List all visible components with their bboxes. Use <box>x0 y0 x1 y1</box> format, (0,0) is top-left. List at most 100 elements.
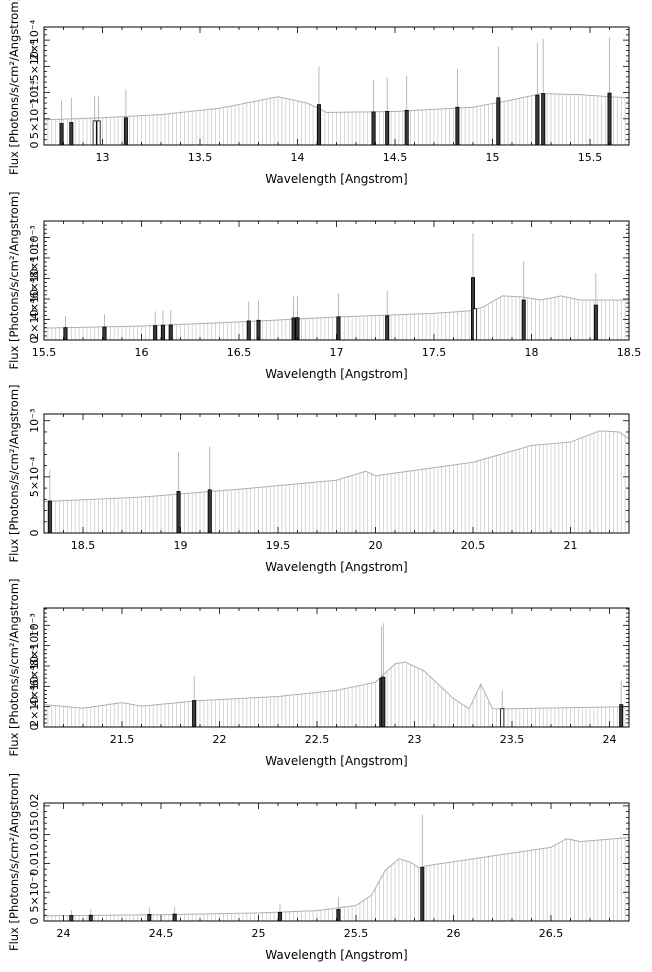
emission-line <box>92 96 97 146</box>
line-bar <box>96 120 101 146</box>
emission-line <box>168 310 173 341</box>
x-tick-label: 21.5 <box>110 733 135 746</box>
y-tick-label: 2×10⁻⁴ <box>28 686 41 727</box>
continuum-envelope <box>43 430 630 503</box>
x-axis-ticks <box>43 608 630 727</box>
continuum-hatching <box>43 662 630 727</box>
x-tick-label: 18.5 <box>617 346 642 359</box>
x-tick-label: 26 <box>447 927 461 940</box>
emission-line <box>455 68 460 146</box>
emission-line <box>96 96 101 146</box>
emission-line <box>88 908 93 922</box>
emission-line <box>385 77 390 146</box>
y-tick-label: 6×10⁻⁴ <box>28 645 41 686</box>
line-bar <box>619 704 624 728</box>
y-tick-label: 2×10⁻⁴ <box>28 299 41 340</box>
emission-line <box>102 314 107 341</box>
continuum-hatching <box>43 93 630 145</box>
x-axis-label: Wavelength [Angstrom] <box>265 754 407 768</box>
x-tick-label: 26.5 <box>539 927 564 940</box>
x-axis-label: Wavelength [Angstrom] <box>265 172 407 186</box>
x-tick-label: 20 <box>369 539 383 552</box>
y-tick-label: 0 <box>28 142 41 149</box>
spectrum-panel-4: 21.5 22 22.5 23 23.5 24 02×10⁻⁴4×10⁻⁴6×10⁻⁴8×1… <box>7 578 630 768</box>
emission-line <box>496 46 501 146</box>
y-tick-label: 0 <box>28 724 41 731</box>
y-axis-label: Flux [Photons/s/cm²/Angstrom] <box>7 773 21 951</box>
line-bar <box>168 324 173 341</box>
emission-line <box>291 296 296 341</box>
x-tick-label: 22.5 <box>305 733 330 746</box>
y-tick-label: 2×10⁻⁴ <box>28 19 41 60</box>
y-tick-label: 0.01 <box>28 851 41 876</box>
y-axis-ticks <box>44 29 629 146</box>
line-bar <box>295 317 300 341</box>
continuum-hatching <box>43 430 630 533</box>
y-axis-label: Flux [Photons/s/cm²/Angstrom] <box>7 578 21 756</box>
x-axis-ticks <box>43 414 630 533</box>
emission-line <box>316 66 321 146</box>
emission-line <box>256 300 261 341</box>
x-tick-label: 17.5 <box>422 346 447 359</box>
continuum-envelope <box>43 93 630 121</box>
y-axis-label: Flux [Photons/s/cm²/Angstrom] <box>7 191 21 369</box>
x-tick-label: 25.5 <box>344 927 369 940</box>
y-tick-label: 8×10⁻⁴ <box>28 625 41 666</box>
y-axis-ticks <box>44 420 629 534</box>
x-tick-label: 16.5 <box>227 346 252 359</box>
line-bar <box>63 327 68 341</box>
line-bar <box>381 676 386 728</box>
emission-line <box>472 308 477 341</box>
line-bar <box>102 326 107 341</box>
plot-frame <box>43 802 630 922</box>
emission-line <box>593 273 598 341</box>
line-bar <box>472 308 477 341</box>
y-tick-label: 0 <box>28 530 41 537</box>
y-tick-label: 0 <box>28 918 41 925</box>
x-tick-label: 19.5 <box>266 539 291 552</box>
x-axis-label: Wavelength [Angstrom] <box>265 560 407 574</box>
y-axis-ticks <box>44 805 629 922</box>
emission-line <box>69 97 74 146</box>
x-tick-label: 18 <box>525 346 539 359</box>
emission-line <box>63 315 68 341</box>
emission-line <box>246 301 251 341</box>
emission-line <box>153 311 158 341</box>
spectrum-panel-2: 15.5 16 16.5 17 17.5 18 18.5 02×10⁻⁴4×10⁻⁴6×10⁻… <box>7 191 641 381</box>
y-tick-label: 8×10⁻⁴ <box>28 237 41 278</box>
x-axis-label: Wavelength [Angstrom] <box>265 367 407 381</box>
emission-line <box>123 89 128 146</box>
line-bar <box>607 92 612 146</box>
emission-line <box>277 903 282 922</box>
x-axis-label: Wavelength [Angstrom] <box>265 948 407 962</box>
continuum-envelope <box>43 661 630 710</box>
line-bar <box>371 111 376 146</box>
y-tick-label: 10⁻³ <box>28 225 41 249</box>
x-tick-label: 24 <box>603 733 617 746</box>
x-tick-label: 15 <box>486 151 500 164</box>
line-bar <box>147 913 152 922</box>
line-bar <box>593 304 598 341</box>
x-tick-label: 19 <box>174 539 188 552</box>
line-bar <box>404 109 409 146</box>
emission-line <box>607 37 612 146</box>
y-tick-label: 0.02 <box>28 794 41 819</box>
continuum-envelope <box>43 837 630 917</box>
line-bar <box>176 491 181 534</box>
line-bar <box>47 500 52 534</box>
y-tick-label: 10⁻³ <box>28 613 41 637</box>
emission-line <box>69 910 74 922</box>
y-tick-label: 6×10⁻⁴ <box>28 258 41 299</box>
spectrum-panel-1: 13 13.5 14 14.5 15 15.5 0 5×10⁻⁵10⁻⁴1.5×10⁻⁴2×1… <box>7 0 630 186</box>
y-tick-label: 4×10⁻⁴ <box>28 278 41 319</box>
emission-line <box>192 676 197 728</box>
y-tick-label: 0.015 <box>28 819 41 851</box>
line-bar <box>336 316 341 341</box>
y-tick-label: 5×10⁻⁴ <box>28 456 41 497</box>
emission-line <box>500 690 505 728</box>
line-bar <box>385 111 390 146</box>
emission-line <box>521 261 526 341</box>
x-tick-label: 23 <box>408 733 422 746</box>
emission-line <box>336 293 341 341</box>
